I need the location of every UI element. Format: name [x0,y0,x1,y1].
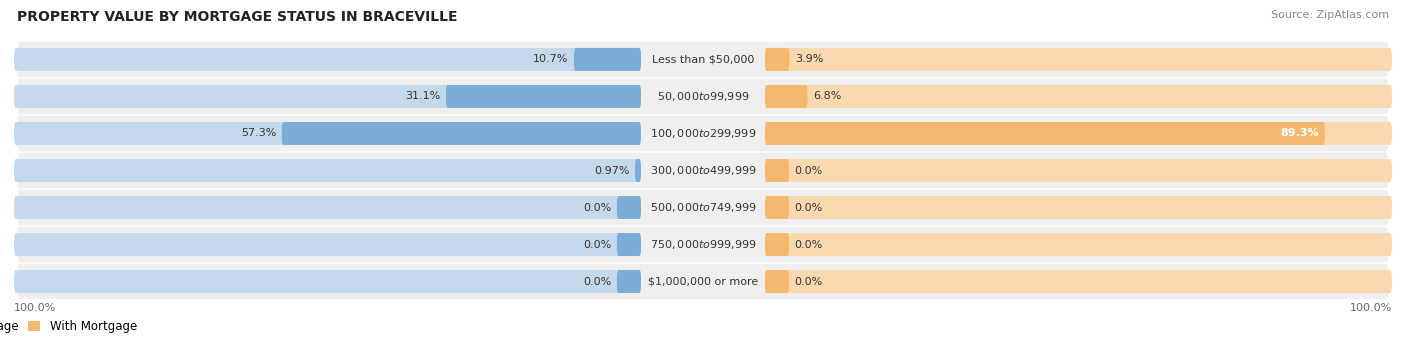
FancyBboxPatch shape [617,233,641,256]
Text: 0.0%: 0.0% [794,277,823,286]
Text: 0.97%: 0.97% [593,165,630,176]
FancyBboxPatch shape [765,122,1392,145]
FancyBboxPatch shape [765,233,789,256]
Text: 0.0%: 0.0% [794,165,823,176]
FancyBboxPatch shape [574,48,641,71]
FancyBboxPatch shape [17,153,1389,188]
FancyBboxPatch shape [14,85,641,108]
Text: 6.8%: 6.8% [813,91,842,102]
Text: 100.0%: 100.0% [14,303,56,313]
FancyBboxPatch shape [765,159,1392,182]
FancyBboxPatch shape [446,85,641,108]
Text: $1,000,000 or more: $1,000,000 or more [648,277,758,286]
Text: 57.3%: 57.3% [240,129,276,138]
FancyBboxPatch shape [617,270,641,293]
Text: Source: ZipAtlas.com: Source: ZipAtlas.com [1271,10,1389,20]
Text: 3.9%: 3.9% [794,55,824,64]
Text: 0.0%: 0.0% [583,239,612,250]
FancyBboxPatch shape [17,190,1389,225]
FancyBboxPatch shape [765,196,1392,219]
FancyBboxPatch shape [17,42,1389,77]
Text: $300,000 to $499,999: $300,000 to $499,999 [650,164,756,177]
FancyBboxPatch shape [14,48,641,71]
FancyBboxPatch shape [617,196,641,219]
Text: $100,000 to $299,999: $100,000 to $299,999 [650,127,756,140]
Text: $500,000 to $749,999: $500,000 to $749,999 [650,201,756,214]
FancyBboxPatch shape [765,196,789,219]
Text: 89.3%: 89.3% [1281,129,1319,138]
FancyBboxPatch shape [765,48,789,71]
FancyBboxPatch shape [765,270,789,293]
FancyBboxPatch shape [765,233,1392,256]
FancyBboxPatch shape [765,159,789,182]
Text: 31.1%: 31.1% [405,91,440,102]
FancyBboxPatch shape [14,159,641,182]
FancyBboxPatch shape [17,116,1389,151]
Text: 0.0%: 0.0% [794,203,823,212]
FancyBboxPatch shape [765,85,1392,108]
Text: 100.0%: 100.0% [1350,303,1392,313]
Text: 0.0%: 0.0% [583,277,612,286]
Text: PROPERTY VALUE BY MORTGAGE STATUS IN BRACEVILLE: PROPERTY VALUE BY MORTGAGE STATUS IN BRA… [17,10,457,24]
Text: 0.0%: 0.0% [794,239,823,250]
FancyBboxPatch shape [636,159,641,182]
FancyBboxPatch shape [14,270,641,293]
FancyBboxPatch shape [765,85,807,108]
Legend: Without Mortgage, With Mortgage: Without Mortgage, With Mortgage [0,320,136,333]
FancyBboxPatch shape [14,233,641,256]
FancyBboxPatch shape [765,48,1392,71]
Text: $50,000 to $99,999: $50,000 to $99,999 [657,90,749,103]
Text: $750,000 to $999,999: $750,000 to $999,999 [650,238,756,251]
FancyBboxPatch shape [765,270,1392,293]
Text: Less than $50,000: Less than $50,000 [652,55,754,64]
FancyBboxPatch shape [17,264,1389,299]
Text: 0.0%: 0.0% [583,203,612,212]
FancyBboxPatch shape [17,79,1389,114]
FancyBboxPatch shape [17,227,1389,262]
Text: 10.7%: 10.7% [533,55,568,64]
FancyBboxPatch shape [281,122,641,145]
FancyBboxPatch shape [14,196,641,219]
FancyBboxPatch shape [14,122,641,145]
FancyBboxPatch shape [765,122,1324,145]
